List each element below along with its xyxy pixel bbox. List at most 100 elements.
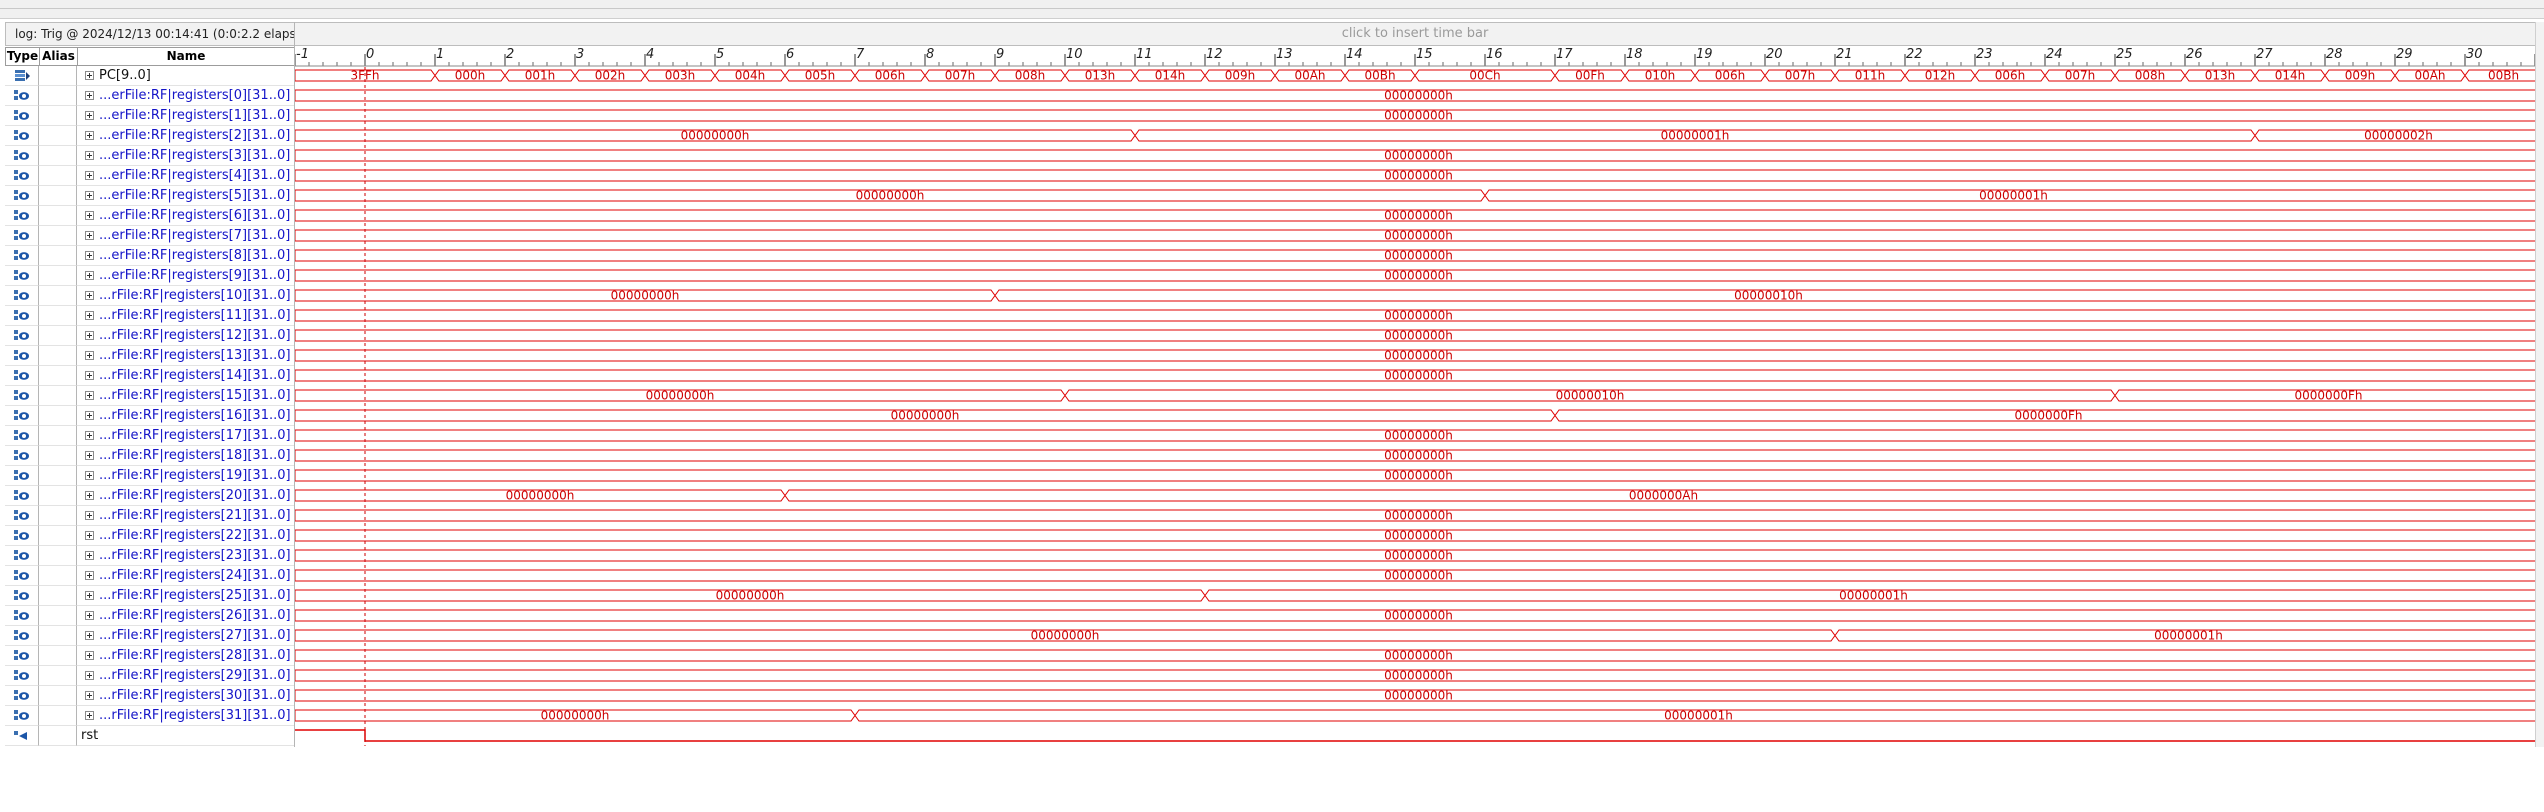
- signal-row[interactable]: ...rFile:RF|registers[10][31..0]: [5, 286, 295, 306]
- signal-name-cell[interactable]: ...rFile:RF|registers[25][31..0]: [77, 586, 295, 606]
- expand-plus-icon[interactable]: [85, 331, 94, 340]
- signal-name-cell[interactable]: ...erFile:RF|registers[4][31..0]: [77, 166, 295, 186]
- signal-name-cell[interactable]: ...rFile:RF|registers[28][31..0]: [77, 646, 295, 666]
- expand-plus-icon[interactable]: [85, 511, 94, 520]
- expand-plus-icon[interactable]: [85, 571, 94, 580]
- signal-row[interactable]: ...erFile:RF|registers[4][31..0]: [5, 166, 295, 186]
- expand-plus-icon[interactable]: [85, 531, 94, 540]
- expand-plus-icon[interactable]: [85, 111, 94, 120]
- expand-plus-icon[interactable]: [85, 251, 94, 260]
- signal-name-cell[interactable]: ...rFile:RF|registers[22][31..0]: [77, 526, 295, 546]
- signal-name-cell[interactable]: ...rFile:RF|registers[19][31..0]: [77, 466, 295, 486]
- signal-row[interactable]: ...rFile:RF|registers[25][31..0]: [5, 586, 295, 606]
- expand-plus-icon[interactable]: [85, 491, 94, 500]
- expand-plus-icon[interactable]: [85, 651, 94, 660]
- expand-plus-icon[interactable]: [85, 291, 94, 300]
- vertical-scrollbar[interactable]: [2535, 22, 2544, 747]
- signal-row[interactable]: ...rFile:RF|registers[13][31..0]: [5, 346, 295, 366]
- signal-name-cell[interactable]: ...rFile:RF|registers[23][31..0]: [77, 546, 295, 566]
- expand-plus-icon[interactable]: [85, 631, 94, 640]
- expand-plus-icon[interactable]: [85, 451, 94, 460]
- signal-name-cell[interactable]: rst: [77, 726, 295, 746]
- type-column-header[interactable]: Type: [6, 48, 40, 65]
- signal-row[interactable]: ...erFile:RF|registers[6][31..0]: [5, 206, 295, 226]
- name-column-header[interactable]: Name: [166, 49, 206, 63]
- signal-row[interactable]: ...erFile:RF|registers[1][31..0]: [5, 106, 295, 126]
- signal-row[interactable]: ...rFile:RF|registers[27][31..0]: [5, 626, 295, 646]
- signal-name-cell[interactable]: ...rFile:RF|registers[24][31..0]: [77, 566, 295, 586]
- expand-plus-icon[interactable]: [85, 371, 94, 380]
- expand-plus-icon[interactable]: [85, 671, 94, 680]
- signal-row[interactable]: ...rFile:RF|registers[16][31..0]: [5, 406, 295, 426]
- signal-name-cell[interactable]: ...rFile:RF|registers[21][31..0]: [77, 506, 295, 526]
- expand-plus-icon[interactable]: [85, 591, 94, 600]
- waveform-canvas[interactable]: -1 0 1 2 3 4 5 6 7 8 9 10 11 12 13 14 15 16 17 18 19 20 21 22 23…: [295, 47, 2535, 747]
- expand-plus-icon[interactable]: [85, 131, 94, 140]
- expand-plus-icon[interactable]: [85, 611, 94, 620]
- signal-name-cell[interactable]: ...rFile:RF|registers[10][31..0]: [77, 286, 295, 306]
- signal-name-cell[interactable]: ...erFile:RF|registers[7][31..0]: [77, 226, 295, 246]
- signal-name-cell[interactable]: ...erFile:RF|registers[8][31..0]: [77, 246, 295, 266]
- expand-plus-icon[interactable]: [85, 171, 94, 180]
- signal-name-cell[interactable]: ...rFile:RF|registers[14][31..0]: [77, 366, 295, 386]
- signal-row[interactable]: ...erFile:RF|registers[2][31..0]: [5, 126, 295, 146]
- expand-plus-icon[interactable]: [85, 231, 94, 240]
- signal-row[interactable]: ...erFile:RF|registers[7][31..0]: [5, 226, 295, 246]
- signal-row[interactable]: ...rFile:RF|registers[19][31..0]: [5, 466, 295, 486]
- expand-plus-icon[interactable]: [85, 431, 94, 440]
- expand-plus-icon[interactable]: [85, 311, 94, 320]
- signal-name-cell[interactable]: ...erFile:RF|registers[9][31..0]: [77, 266, 295, 286]
- expand-plus-icon[interactable]: [85, 271, 94, 280]
- signal-name-cell[interactable]: ...erFile:RF|registers[0][31..0]: [77, 86, 295, 106]
- signal-name-cell[interactable]: PC[9..0]: [77, 66, 295, 86]
- expand-plus-icon[interactable]: [85, 211, 94, 220]
- signal-name-cell[interactable]: ...rFile:RF|registers[12][31..0]: [77, 326, 295, 346]
- expand-plus-icon[interactable]: [85, 71, 94, 80]
- expand-plus-icon[interactable]: [85, 551, 94, 560]
- signal-name-cell[interactable]: ...rFile:RF|registers[16][31..0]: [77, 406, 295, 426]
- signal-row[interactable]: ...rFile:RF|registers[15][31..0]: [5, 386, 295, 406]
- signal-row[interactable]: PC[9..0]: [5, 66, 295, 86]
- signal-name-cell[interactable]: ...rFile:RF|registers[11][31..0]: [77, 306, 295, 326]
- expand-plus-icon[interactable]: [85, 91, 94, 100]
- signal-row[interactable]: ...rFile:RF|registers[30][31..0]: [5, 686, 295, 706]
- signal-name-cell[interactable]: ...rFile:RF|registers[31][31..0]: [77, 706, 295, 726]
- signal-name-cell[interactable]: ...erFile:RF|registers[5][31..0]: [77, 186, 295, 206]
- signal-row[interactable]: ...rFile:RF|registers[14][31..0]: [5, 366, 295, 386]
- expand-plus-icon[interactable]: [85, 471, 94, 480]
- signal-row[interactable]: ...rFile:RF|registers[11][31..0]: [5, 306, 295, 326]
- signal-row[interactable]: ...rFile:RF|registers[21][31..0]: [5, 506, 295, 526]
- signal-row[interactable]: ...rFile:RF|registers[28][31..0]: [5, 646, 295, 666]
- expand-plus-icon[interactable]: [85, 191, 94, 200]
- expand-plus-icon[interactable]: [85, 411, 94, 420]
- signal-row[interactable]: ...rFile:RF|registers[12][31..0]: [5, 326, 295, 346]
- signal-name-cell[interactable]: ...rFile:RF|registers[30][31..0]: [77, 686, 295, 706]
- signal-name-cell[interactable]: ...rFile:RF|registers[13][31..0]: [77, 346, 295, 366]
- expand-plus-icon[interactable]: [85, 351, 94, 360]
- signal-name-cell[interactable]: ...erFile:RF|registers[6][31..0]: [77, 206, 295, 226]
- signal-row[interactable]: ...rFile:RF|registers[31][31..0]: [5, 706, 295, 726]
- signal-row[interactable]: ...erFile:RF|registers[3][31..0]: [5, 146, 295, 166]
- signal-row[interactable]: ...erFile:RF|registers[5][31..0]: [5, 186, 295, 206]
- expand-plus-icon[interactable]: [85, 151, 94, 160]
- signal-name-cell[interactable]: ...rFile:RF|registers[27][31..0]: [77, 626, 295, 646]
- signal-row[interactable]: ...rFile:RF|registers[23][31..0]: [5, 546, 295, 566]
- signal-row[interactable]: ...rFile:RF|registers[26][31..0]: [5, 606, 295, 626]
- signal-row[interactable]: ...rFile:RF|registers[24][31..0]: [5, 566, 295, 586]
- signal-row[interactable]: rst: [5, 726, 295, 746]
- signal-row[interactable]: ...rFile:RF|registers[18][31..0]: [5, 446, 295, 466]
- time-bar-insert-area[interactable]: click to insert time bar: [295, 22, 2535, 46]
- signal-row[interactable]: ...rFile:RF|registers[22][31..0]: [5, 526, 295, 546]
- signal-name-cell[interactable]: ...rFile:RF|registers[15][31..0]: [77, 386, 295, 406]
- pane-divider[interactable]: [294, 22, 295, 747]
- signal-name-cell[interactable]: ...rFile:RF|registers[26][31..0]: [77, 606, 295, 626]
- signal-name-cell[interactable]: ...rFile:RF|registers[29][31..0]: [77, 666, 295, 686]
- expand-plus-icon[interactable]: [85, 711, 94, 720]
- alias-column-header[interactable]: Alias: [40, 48, 78, 65]
- signal-name-cell[interactable]: ...rFile:RF|registers[17][31..0]: [77, 426, 295, 446]
- signal-row[interactable]: ...erFile:RF|registers[8][31..0]: [5, 246, 295, 266]
- signal-name-cell[interactable]: ...rFile:RF|registers[20][31..0]: [77, 486, 295, 506]
- signal-name-cell[interactable]: ...erFile:RF|registers[2][31..0]: [77, 126, 295, 146]
- expand-plus-icon[interactable]: [85, 691, 94, 700]
- signal-row[interactable]: ...erFile:RF|registers[9][31..0]: [5, 266, 295, 286]
